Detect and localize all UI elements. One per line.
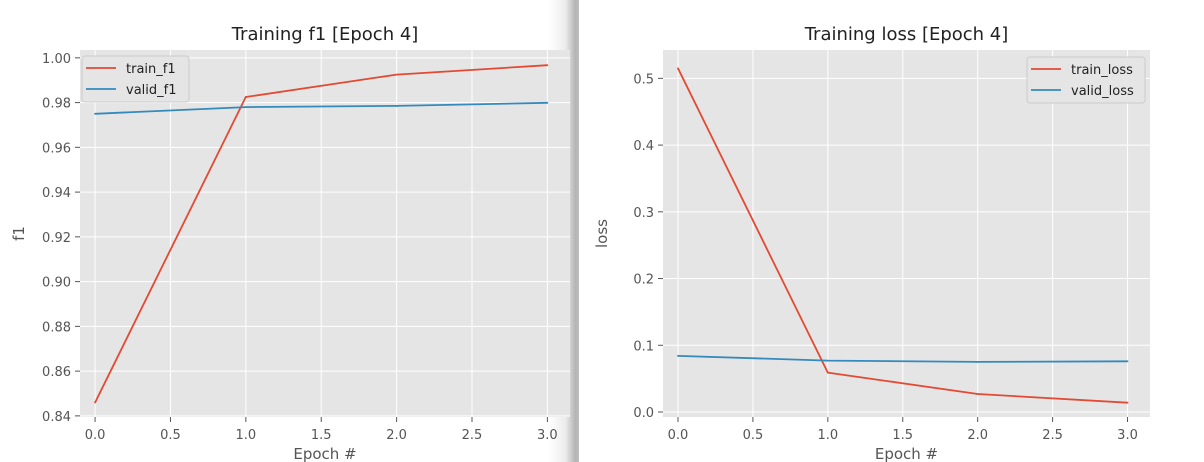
data-point-valid_f1	[94, 112, 96, 115]
data-point-train_loss	[677, 67, 679, 70]
x-tick-label: 1.5	[311, 428, 332, 443]
x-axis-label: Epoch #	[293, 445, 356, 462]
x-tick-label: 0.0	[668, 428, 689, 443]
series-line-valid_loss	[677, 355, 1128, 363]
x-tick-label: 0.5	[160, 428, 181, 443]
x-tick-label: 2.5	[462, 428, 483, 443]
legend-label: valid_f1	[126, 83, 176, 98]
data-point-valid_loss	[677, 355, 679, 357]
data-point-valid_loss	[976, 361, 979, 363]
y-tick-label: 0.94	[42, 186, 71, 201]
series-line-train_loss	[677, 67, 1128, 404]
x-tick-label: 0.5	[743, 428, 764, 443]
y-tick-label: 0.84	[42, 410, 71, 425]
y-tick-label: 0.2	[633, 273, 654, 288]
y-axis-label: loss	[593, 219, 611, 248]
data-point-valid_loss	[826, 359, 829, 362]
series-line-train_f1	[94, 64, 548, 403]
data-point-valid_f1	[244, 106, 247, 108]
x-tick-label: 2.0	[967, 428, 988, 443]
data-point-train_loss	[976, 393, 979, 395]
x-tick-label: 1.0	[236, 428, 257, 443]
legend-label: valid_loss	[1071, 84, 1134, 99]
data-point-valid_f1	[546, 101, 549, 104]
y-tick-label: 1.00	[42, 52, 71, 67]
y-tick-label: 0.92	[42, 231, 71, 246]
y-axis-label: f1	[10, 226, 28, 241]
y-tick-label: 0.4	[633, 139, 654, 154]
legend-label: train_f1	[126, 62, 176, 77]
data-point-train_loss	[826, 371, 829, 374]
x-tick-label: 2.5	[1042, 428, 1063, 443]
data-point-valid_loss	[1126, 360, 1129, 363]
series-line-valid_f1	[95, 101, 548, 115]
y-tick-label: 0.3	[633, 206, 654, 221]
y-tick-label: 0.86	[42, 365, 71, 380]
y-tick-label: 0.0	[633, 406, 654, 421]
legend-label: train_loss	[1071, 63, 1133, 78]
chart-title: Training f1 [Epoch 4]	[231, 24, 419, 45]
y-tick-label: 0.5	[633, 72, 654, 87]
x-tick-label: 1.0	[817, 428, 838, 443]
y-tick-label: 0.90	[42, 276, 71, 291]
x-tick-label: 3.0	[537, 428, 558, 443]
data-point-train_f1	[395, 73, 398, 76]
x-tick-label: 3.0	[1117, 428, 1138, 443]
legend: train_loss valid_loss	[1026, 56, 1146, 104]
data-point-train_f1	[94, 401, 96, 404]
y-tick-label: 0.96	[42, 141, 71, 156]
y-tick-label: 0.1	[633, 339, 654, 354]
data-point-train_loss	[1126, 401, 1129, 404]
x-tick-label: 0.0	[85, 428, 106, 443]
y-tick-label: 0.98	[42, 97, 71, 112]
data-point-train_f1	[546, 64, 549, 67]
x-tick-label: 2.0	[386, 428, 407, 443]
x-tick-label: 1.5	[892, 428, 913, 443]
data-point-valid_f1	[395, 105, 398, 107]
legend: train_f1 valid_f1	[81, 55, 190, 103]
plot-area	[663, 50, 1150, 417]
y-tick-label: 0.88	[42, 320, 71, 335]
data-point-train_f1	[244, 96, 247, 98]
x-axis-label: Epoch #	[875, 445, 938, 462]
chart-title: Training loss [Epoch 4]	[804, 24, 1009, 45]
